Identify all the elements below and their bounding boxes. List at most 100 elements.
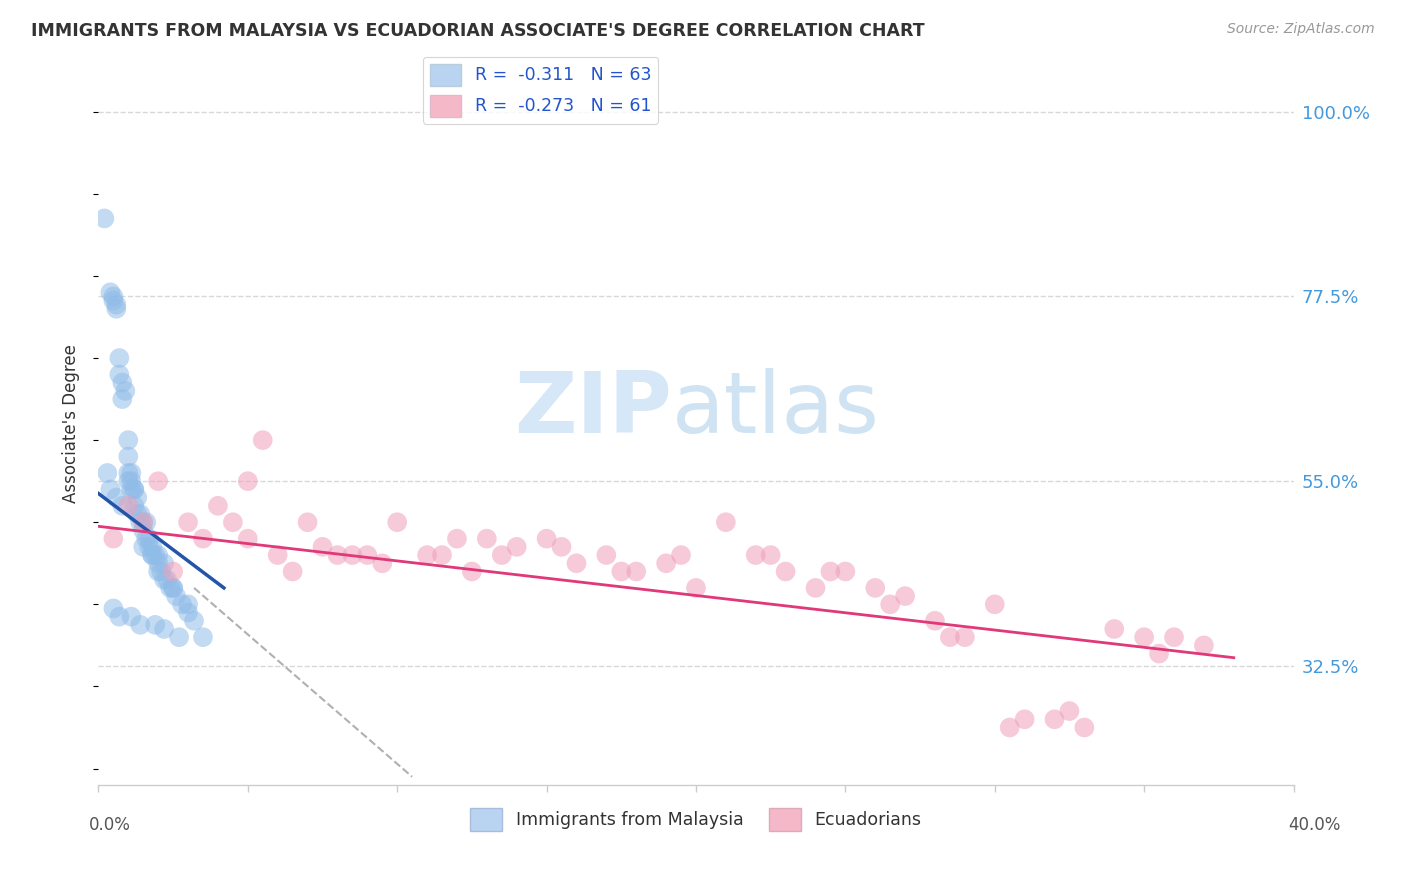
Point — [894, 589, 917, 603]
Point — [153, 573, 176, 587]
Point — [138, 540, 160, 554]
Point — [177, 606, 200, 620]
Point — [105, 298, 128, 312]
Point — [183, 614, 205, 628]
Point — [138, 532, 160, 546]
Point — [120, 483, 142, 497]
Point — [162, 565, 184, 579]
Point — [148, 548, 170, 562]
Point — [1043, 712, 1066, 726]
Point — [117, 499, 139, 513]
Point — [108, 609, 131, 624]
Point — [132, 540, 155, 554]
Point — [108, 351, 131, 365]
Point — [191, 532, 214, 546]
Point — [371, 556, 394, 570]
Point — [162, 581, 184, 595]
Point — [1014, 712, 1036, 726]
Point — [159, 581, 181, 595]
Point — [111, 376, 134, 390]
Point — [141, 548, 163, 562]
Point — [132, 524, 155, 538]
Point — [93, 211, 115, 226]
Point — [165, 589, 187, 603]
Point — [124, 483, 146, 497]
Point — [984, 598, 1007, 612]
Point — [714, 515, 737, 529]
Point — [685, 581, 707, 595]
Point — [430, 548, 453, 562]
Point — [148, 565, 170, 579]
Point — [167, 630, 190, 644]
Point — [939, 630, 962, 644]
Point — [103, 289, 125, 303]
Point — [132, 515, 155, 529]
Point — [1073, 721, 1095, 735]
Point — [207, 499, 229, 513]
Point — [117, 474, 139, 488]
Point — [759, 548, 782, 562]
Point — [127, 491, 149, 505]
Point — [120, 474, 142, 488]
Point — [105, 301, 128, 316]
Point — [669, 548, 692, 562]
Point — [103, 293, 125, 308]
Point — [610, 565, 633, 579]
Point — [132, 515, 155, 529]
Point — [924, 614, 946, 628]
Point — [565, 556, 588, 570]
Point — [1147, 647, 1170, 661]
Text: IMMIGRANTS FROM MALAYSIA VS ECUADORIAN ASSOCIATE'S DEGREE CORRELATION CHART: IMMIGRANTS FROM MALAYSIA VS ECUADORIAN A… — [31, 22, 925, 40]
Point — [148, 556, 170, 570]
Point — [655, 556, 678, 570]
Point — [626, 565, 648, 579]
Point — [1059, 704, 1081, 718]
Point — [108, 368, 131, 382]
Point — [127, 507, 149, 521]
Point — [153, 622, 176, 636]
Point — [1192, 639, 1215, 653]
Text: 40.0%: 40.0% — [1288, 816, 1341, 834]
Point — [117, 466, 139, 480]
Point — [311, 540, 333, 554]
Point — [143, 548, 166, 562]
Point — [148, 474, 170, 488]
Point — [103, 601, 125, 615]
Point — [111, 499, 134, 513]
Point — [117, 433, 139, 447]
Point — [550, 540, 572, 554]
Point — [222, 515, 245, 529]
Point — [1104, 622, 1126, 636]
Point — [120, 609, 142, 624]
Point — [1163, 630, 1185, 644]
Point — [998, 721, 1021, 735]
Text: ZIP: ZIP — [515, 368, 672, 450]
Point — [446, 532, 468, 546]
Point — [834, 565, 856, 579]
Point — [96, 466, 118, 480]
Point — [491, 548, 513, 562]
Point — [162, 581, 184, 595]
Point — [745, 548, 768, 562]
Point — [326, 548, 349, 562]
Point — [177, 515, 200, 529]
Point — [105, 491, 128, 505]
Point — [135, 515, 157, 529]
Point — [114, 384, 136, 398]
Text: Source: ZipAtlas.com: Source: ZipAtlas.com — [1227, 22, 1375, 37]
Y-axis label: Associate's Degree: Associate's Degree — [62, 344, 80, 503]
Point — [475, 532, 498, 546]
Point — [267, 548, 290, 562]
Point — [804, 581, 827, 595]
Point — [281, 565, 304, 579]
Point — [191, 630, 214, 644]
Point — [536, 532, 558, 546]
Point — [129, 618, 152, 632]
Point — [416, 548, 439, 562]
Point — [461, 565, 484, 579]
Point — [98, 285, 122, 300]
Legend: Immigrants from Malaysia, Ecuadorians: Immigrants from Malaysia, Ecuadorians — [464, 802, 928, 838]
Point — [177, 598, 200, 612]
Point — [385, 515, 409, 529]
Point — [103, 532, 125, 546]
